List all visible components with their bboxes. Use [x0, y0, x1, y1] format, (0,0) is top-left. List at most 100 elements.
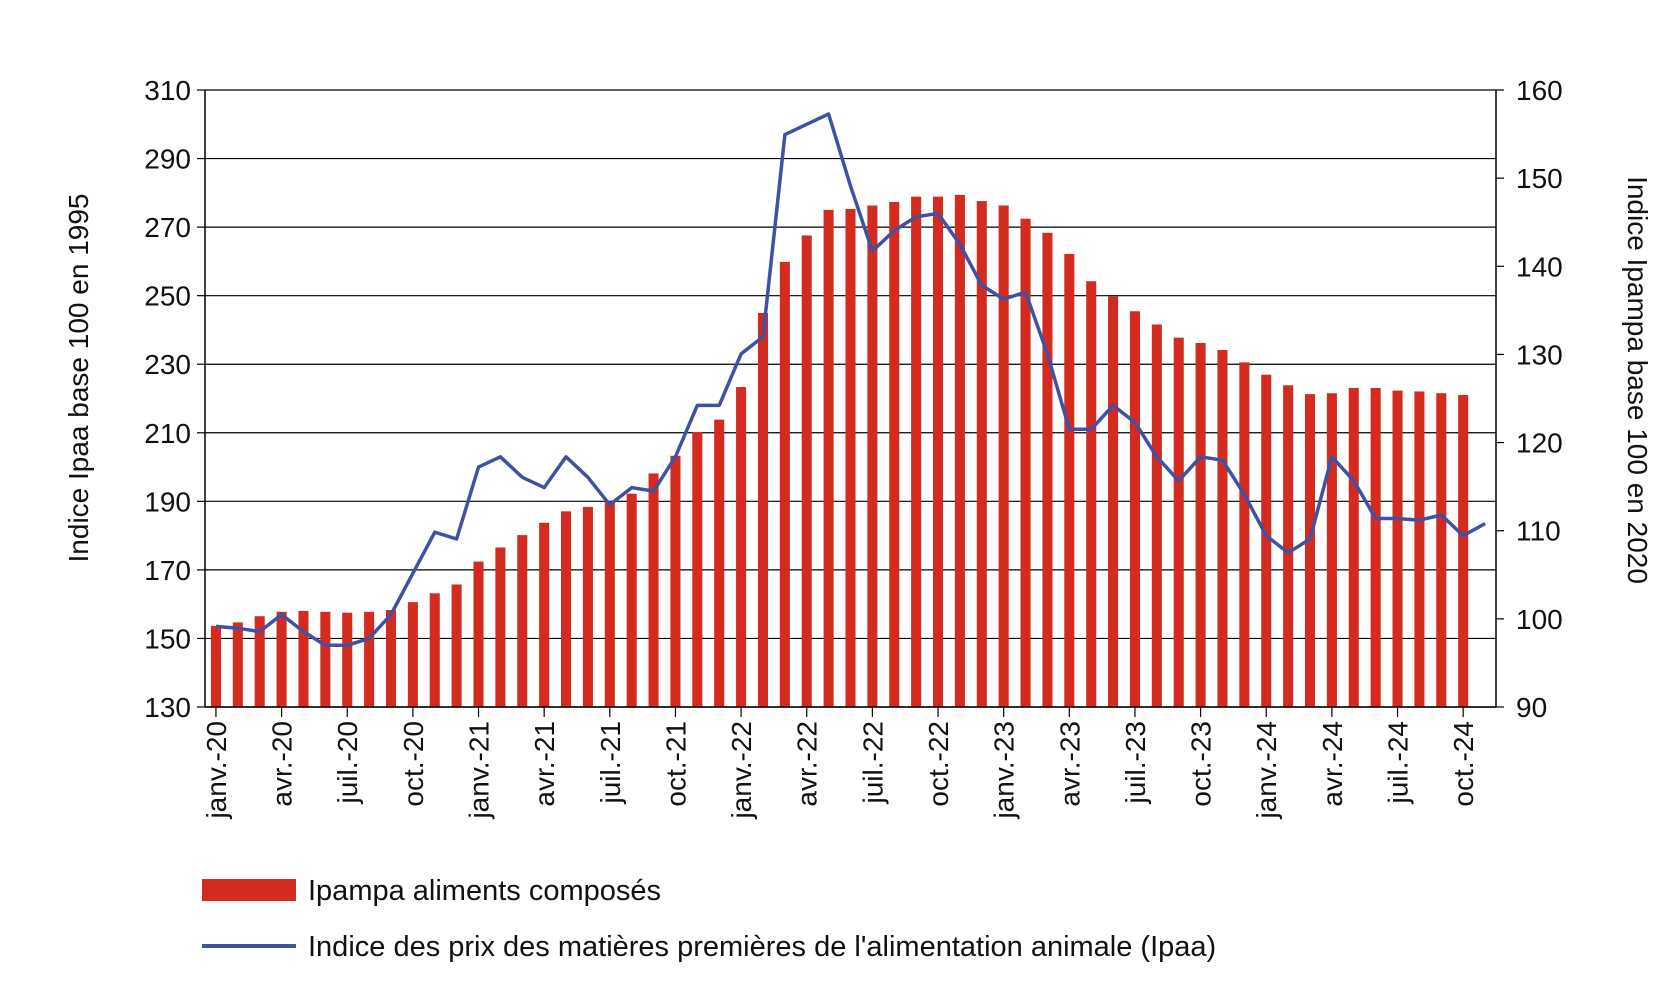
right-tick-label: 130: [1516, 339, 1563, 370]
line-series: [215, 112, 1486, 648]
bar: [232, 622, 243, 707]
bar: [845, 208, 856, 707]
bar: [1261, 374, 1272, 707]
left-tick-label: 310: [144, 75, 191, 106]
bar: [539, 522, 550, 707]
x-tick-label: avr.-24: [1317, 721, 1348, 807]
x-tick-label: oct.-22: [923, 721, 954, 807]
bar: [1304, 394, 1316, 707]
bar: [1217, 350, 1228, 707]
x-tick-label: juil.-22: [857, 721, 888, 804]
bar: [254, 616, 265, 707]
bar: [998, 205, 1009, 707]
bar: [1283, 385, 1294, 707]
bar: [210, 625, 221, 707]
bar: [1326, 393, 1337, 707]
legend: Ipampa aliments composés Indice des prix…: [202, 875, 1216, 963]
axes: [204, 90, 1497, 708]
legend-bar-label: Ipampa aliments composés: [308, 875, 661, 907]
x-tick-label: oct.-23: [1186, 721, 1217, 807]
bar-series: [210, 194, 1469, 708]
left-tick-label: 150: [144, 623, 191, 654]
x-tick-label: avr.-23: [1054, 721, 1085, 807]
x-tick-label: juil.-23: [1120, 721, 1151, 804]
bar: [692, 431, 703, 707]
left-axis-ticks: 130 150 170 190 210 230 250 270 290 310: [144, 75, 205, 723]
right-tick-label: 150: [1516, 163, 1563, 194]
left-tick-label: 130: [144, 692, 191, 723]
bar: [407, 602, 418, 707]
line-path: [215, 112, 1486, 648]
right-tick-label: 120: [1516, 428, 1563, 459]
bar: [954, 194, 965, 707]
left-tick-label: 170: [144, 555, 191, 586]
x-axis-ticks: janv.-20 avr.-20 juil.-20 oct.-20 janv.-21 av…: [201, 707, 1479, 820]
legend-line-label: Indice des prix des matières premières d…: [308, 931, 1216, 963]
left-axis-title: Indice Ipaa base 100 en 1995: [63, 194, 94, 563]
right-tick-label: 140: [1516, 251, 1563, 282]
bar: [823, 209, 834, 708]
left-tick-label: 250: [144, 281, 191, 312]
bar: [364, 611, 375, 707]
x-tick-label: oct.-20: [398, 721, 429, 807]
right-tick-label: 160: [1516, 75, 1563, 106]
bar: [385, 610, 397, 707]
x-tick-label: avr.-22: [792, 721, 823, 807]
x-tick-label: janv.-22: [726, 721, 757, 820]
left-tick-label: 230: [144, 349, 191, 380]
bar: [1392, 390, 1403, 707]
bar: [1129, 311, 1140, 707]
legend-bar-swatch: [202, 879, 296, 901]
bar: [320, 611, 331, 707]
bar: [582, 506, 593, 707]
x-tick-label: janv.-24: [1251, 721, 1282, 820]
bar: [911, 196, 922, 707]
x-tick-label: juil.-24: [1383, 721, 1414, 804]
x-tick-label: janv.-20: [201, 721, 232, 820]
bar: [473, 561, 484, 707]
right-axis-title: Indice Ipampa base 100 en 2020: [1622, 176, 1653, 584]
bar: [1414, 391, 1425, 707]
bar: [495, 547, 506, 707]
bar: [451, 584, 462, 707]
bar: [626, 493, 637, 707]
bar: [867, 205, 878, 707]
bar: [1195, 342, 1206, 707]
bar: [801, 235, 812, 707]
bar: [1436, 393, 1447, 707]
bar: [714, 419, 725, 707]
bar: [648, 473, 659, 707]
bar: [1064, 253, 1075, 707]
bar: [1020, 218, 1031, 707]
bar: [932, 196, 944, 707]
bar: [276, 611, 287, 707]
bar: [976, 201, 987, 707]
bar: [1173, 337, 1184, 707]
x-tick-label: juil.-20: [332, 721, 363, 804]
left-tick-label: 190: [144, 486, 191, 517]
x-tick-label: oct.-24: [1448, 721, 1479, 807]
x-tick-label: janv.-23: [989, 721, 1020, 820]
bar: [1151, 324, 1162, 707]
x-tick-label: avr.-20: [267, 721, 298, 807]
bar: [561, 511, 572, 707]
bar: [1239, 362, 1250, 707]
x-tick-label: oct.-21: [660, 721, 691, 807]
left-tick-label: 290: [144, 144, 191, 175]
bar: [736, 387, 747, 707]
bar: [779, 261, 790, 707]
bar: [342, 612, 353, 707]
bar: [298, 610, 309, 707]
bar: [757, 313, 769, 707]
bar: [604, 501, 615, 707]
x-tick-label: juil.-21: [595, 721, 626, 804]
right-tick-label: 90: [1516, 692, 1547, 723]
bar: [1370, 387, 1381, 707]
bar: [889, 201, 900, 708]
right-axis-ticks: 90 100 110 120 130 140 150 160: [1496, 75, 1563, 723]
right-tick-label: 110: [1516, 516, 1561, 547]
bar: [1108, 296, 1119, 707]
x-tick-label: avr.-21: [529, 721, 560, 807]
bar: [429, 593, 440, 707]
